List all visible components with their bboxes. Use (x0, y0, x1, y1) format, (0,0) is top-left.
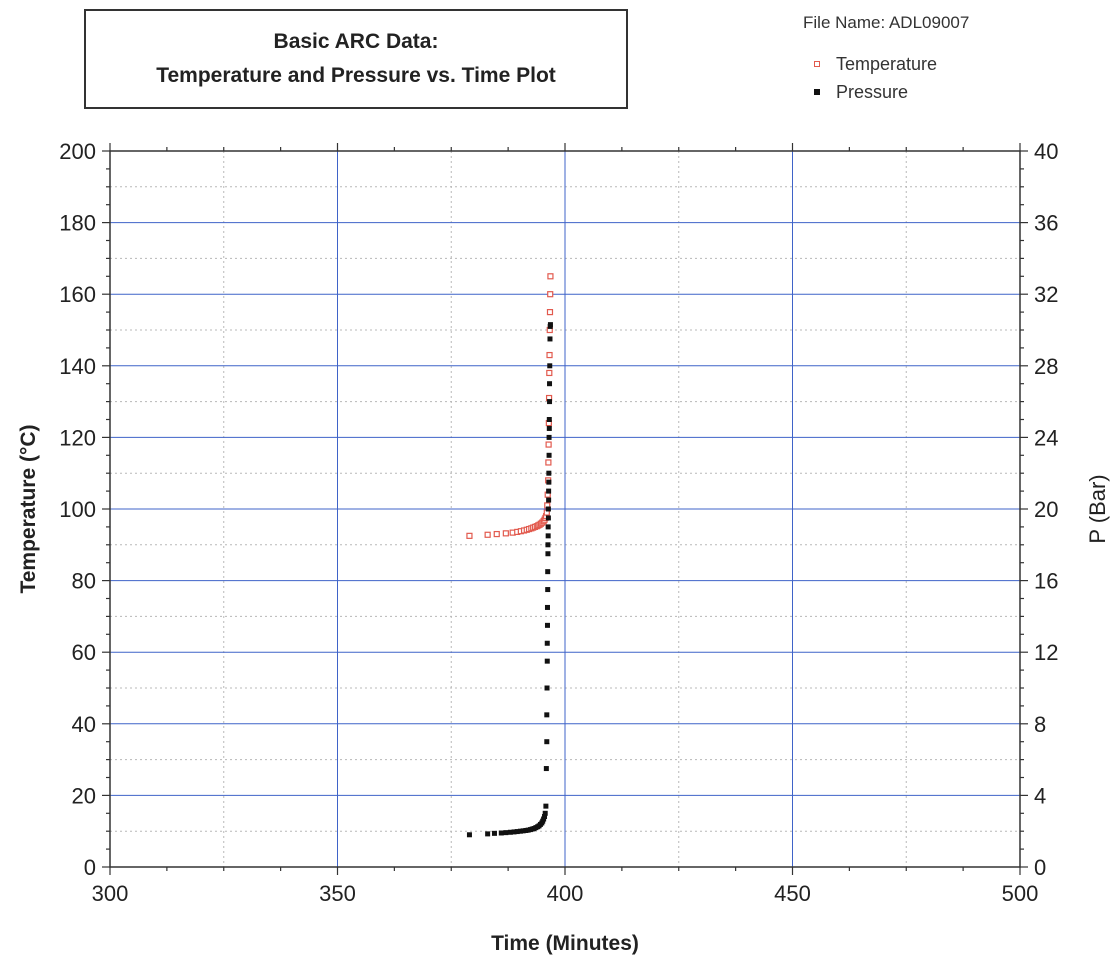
y-tick-label: 100 (59, 497, 96, 522)
temperature-point (466, 532, 473, 539)
chart-legend: Temperature Pressure (798, 50, 937, 106)
pressure-point (544, 658, 550, 664)
y2-tick-label: 0 (1034, 855, 1046, 880)
pressure-point (547, 363, 553, 369)
x-tick-label: 300 (92, 881, 129, 906)
pressure-point (498, 830, 504, 836)
x-tick-label: 400 (547, 881, 584, 906)
legend-label-temperature: Temperature (836, 53, 938, 74)
pressure-point (547, 336, 553, 342)
y2-tick-label: 4 (1034, 783, 1046, 808)
chart-title-line-2: Temperature and Pressure vs. Time Plot (156, 64, 556, 87)
pressure-point (544, 685, 550, 691)
y-tick-label: 180 (59, 211, 96, 236)
y-tick-label: 120 (59, 425, 96, 450)
pressure-point (514, 829, 520, 835)
y-tick-label: 0 (84, 855, 96, 880)
pressure-point (543, 803, 549, 809)
pressure-point (503, 830, 509, 836)
temperature-point (502, 530, 509, 537)
y-tick-label: 140 (59, 354, 96, 379)
pressure-point (545, 533, 551, 539)
x-axis-label: Time (Minutes) (491, 932, 639, 955)
pressure-point (546, 434, 552, 440)
temperature-point (547, 273, 554, 280)
temperature-point (547, 291, 554, 298)
y2-tick-label: 28 (1034, 354, 1058, 379)
y-tick-label: 200 (59, 139, 96, 164)
temperature-point (546, 309, 554, 316)
pressure-point (545, 569, 551, 575)
pressure-point (547, 399, 553, 405)
y2-axis-label: P (Bar) (1085, 474, 1110, 543)
y2-tick-label: 12 (1034, 640, 1058, 665)
pressure-point (547, 381, 553, 387)
pressure-point (546, 452, 552, 458)
pressure-point (545, 524, 551, 530)
pressure-point (546, 417, 552, 422)
pressure-point (544, 739, 550, 745)
pressure-point (507, 829, 513, 835)
pressure-point (546, 488, 552, 494)
temperature-point (546, 351, 553, 359)
file-name-label: File Name: ADL09007 (803, 13, 970, 32)
y2-tick-label: 36 (1034, 211, 1058, 236)
x-tick-label: 500 (1002, 881, 1039, 906)
pressure-point (541, 816, 547, 822)
pressure-point (544, 640, 550, 646)
pressure-point (544, 712, 550, 718)
pressure-point (544, 622, 550, 628)
pressure-point (545, 551, 551, 557)
y2-tick-label: 16 (1034, 569, 1058, 594)
pressure-point (491, 830, 497, 836)
pressure-point (485, 831, 491, 837)
pressure-point (542, 810, 548, 816)
temperature-point (493, 530, 500, 538)
legend-entry-temperature: Temperature (798, 50, 937, 78)
pressure-point (517, 828, 523, 834)
y-tick-label: 160 (59, 282, 96, 307)
y2-tick-label: 20 (1034, 497, 1058, 522)
pressure-point (466, 832, 472, 838)
pressure-point (542, 814, 548, 820)
pressure-point (546, 479, 552, 485)
y2-tick-label: 8 (1034, 712, 1046, 737)
pressure-point (546, 425, 552, 431)
pressure-point (543, 766, 549, 772)
y2-tick-label: 24 (1034, 425, 1058, 450)
y2-tick-label: 32 (1034, 282, 1058, 307)
temperature-point (545, 459, 552, 466)
y-tick-label: 40 (72, 712, 96, 737)
pressure-point (546, 497, 552, 503)
chart-title-line-1: Basic ARC Data: (273, 30, 439, 53)
legend-marker-temperature (798, 61, 836, 67)
pressure-point (547, 322, 553, 328)
y-axis-label: Temperature (°C) (17, 424, 40, 593)
temperature-point (545, 441, 552, 448)
y-tick-label: 20 (72, 783, 96, 808)
pressure-point (544, 604, 550, 610)
y-tick-label: 80 (72, 569, 96, 594)
pressure-point (545, 506, 551, 512)
legend-entry-pressure: Pressure (798, 78, 937, 106)
pressure-point (545, 542, 551, 548)
temperature-point (546, 369, 553, 377)
pressure-point (545, 587, 551, 593)
pressure-point (520, 828, 526, 834)
pressure-point (511, 829, 517, 835)
y2-tick-label: 40 (1034, 139, 1058, 164)
chart-title-box: Basic ARC Data: Temperature and Pressure… (84, 9, 628, 109)
legend-label-pressure: Pressure (836, 81, 909, 102)
pressure-point (546, 470, 552, 476)
y-tick-label: 60 (72, 640, 96, 665)
x-tick-label: 350 (319, 881, 356, 906)
temperature-point (484, 531, 491, 538)
x-tick-label: 450 (774, 881, 811, 906)
pressure-point (545, 515, 551, 521)
legend-marker-pressure (798, 89, 836, 95)
